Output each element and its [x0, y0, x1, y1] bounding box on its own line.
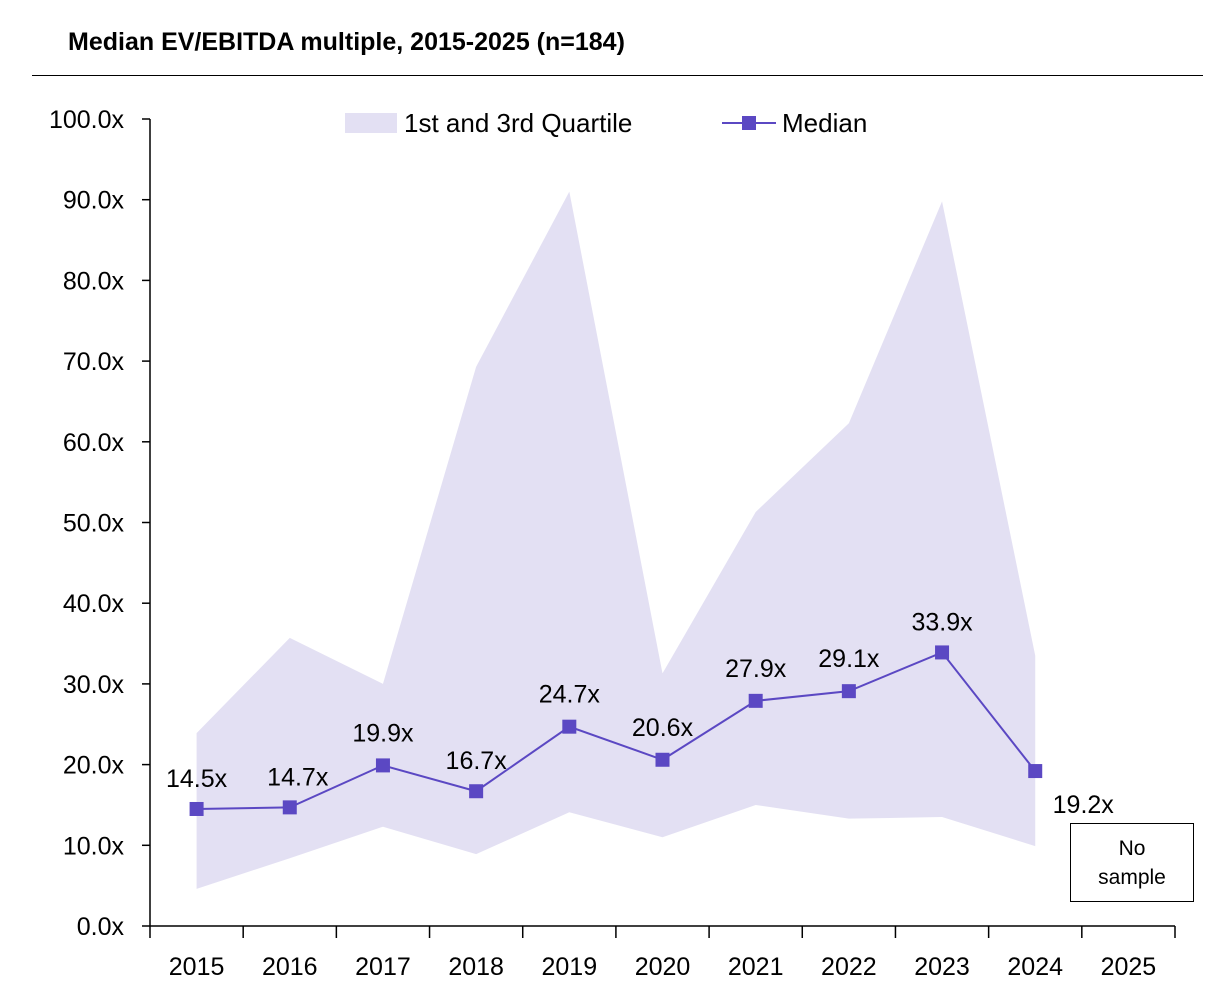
legend-area-label: 1st and 3rd Quartile: [404, 108, 632, 138]
x-tick-label: 2025: [1101, 953, 1157, 981]
y-tick-label: 80.0x: [63, 267, 125, 295]
y-tick-label: 50.0x: [63, 510, 125, 538]
median-marker: [562, 719, 577, 734]
median-marker: [469, 784, 484, 799]
legend-marker-swatch: [742, 116, 756, 130]
median-data-label: 20.6x: [632, 714, 694, 742]
title-divider: [32, 75, 1203, 76]
median-marker: [748, 693, 763, 708]
legend-line-label: Median: [782, 108, 867, 138]
y-tick-label: 20.0x: [63, 752, 125, 780]
y-tick-label: 90.0x: [63, 187, 125, 215]
y-tick-label: 0.0x: [77, 913, 125, 941]
median-data-label: 29.1x: [818, 645, 880, 673]
median-data-label: 19.2x: [1053, 791, 1115, 819]
y-tick-label: 40.0x: [63, 590, 125, 618]
no-sample-line1: No: [1118, 836, 1146, 860]
no-sample-annotation: No sample: [1070, 823, 1194, 902]
x-tick-label: 2020: [635, 953, 691, 981]
x-tick-label: 2019: [542, 953, 598, 981]
median-marker: [375, 758, 390, 773]
x-tick-label: 2024: [1007, 953, 1063, 981]
x-tick-label: 2018: [448, 953, 504, 981]
x-tick-label: 2023: [914, 953, 970, 981]
median-data-label: 27.9x: [725, 655, 787, 683]
legend-area-swatch: [345, 113, 397, 133]
no-sample-line2: sample: [1098, 865, 1166, 889]
median-data-label: 24.7x: [539, 681, 601, 709]
median-marker: [935, 645, 950, 660]
y-tick-label: 100.0x: [49, 106, 125, 134]
median-marker: [1028, 764, 1043, 779]
x-tick-label: 2017: [355, 953, 411, 981]
median-line: [196, 651, 1037, 810]
median-marker: [189, 801, 204, 816]
y-tick-label: 70.0x: [63, 348, 125, 376]
x-tick-label: 2016: [262, 953, 318, 981]
median-data-label: 16.7x: [446, 747, 508, 775]
x-tick-label: 2015: [169, 953, 225, 981]
y-tick-label: 30.0x: [63, 671, 125, 699]
median-marker: [282, 800, 297, 815]
median-marker: [841, 684, 856, 699]
x-tick-label: 2021: [728, 953, 784, 981]
median-data-label: 14.5x: [166, 765, 228, 793]
quartile-area: [196, 191, 1036, 889]
x-tick-label: 2022: [821, 953, 877, 981]
y-tick-label: 10.0x: [63, 832, 125, 860]
median-data-label: 33.9x: [911, 608, 973, 636]
median-data-label: 19.9x: [352, 719, 414, 747]
median-marker: [655, 752, 670, 767]
median-data-label: 14.7x: [267, 763, 329, 791]
y-tick-label: 60.0x: [63, 429, 125, 457]
chart-title: Median EV/EBITDA multiple, 2015-2025 (n=…: [68, 28, 625, 56]
